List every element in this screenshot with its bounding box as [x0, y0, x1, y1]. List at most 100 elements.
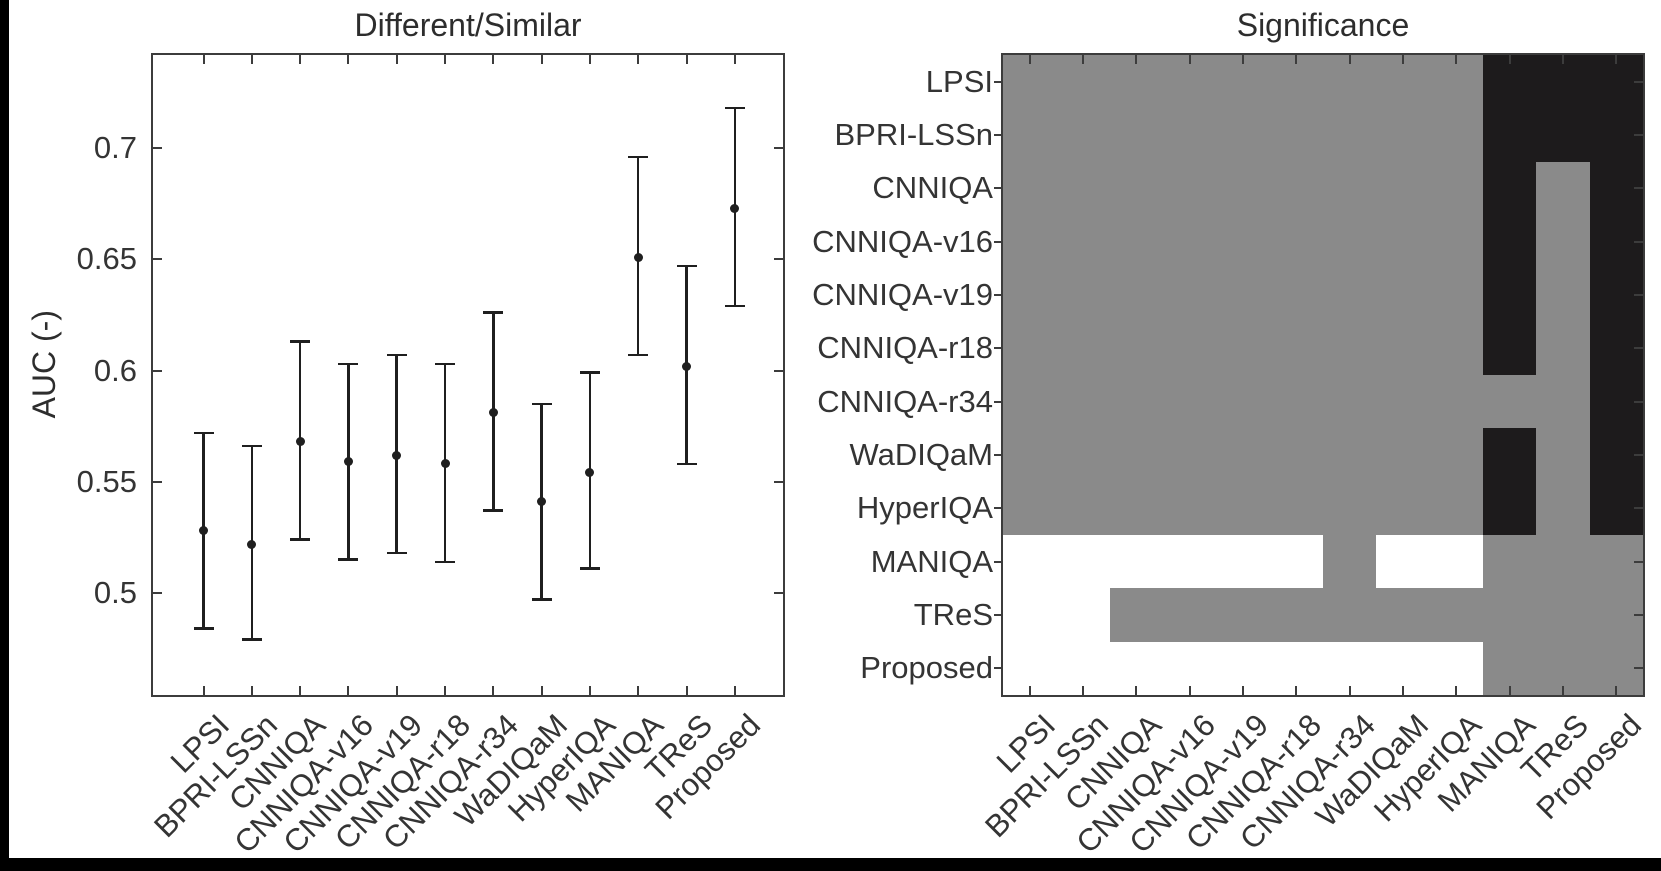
heatmap-cell — [1216, 161, 1271, 216]
data-point-marker — [730, 203, 740, 213]
heatmap-cell — [1109, 161, 1164, 216]
data-point-marker — [633, 252, 643, 262]
x-tick — [299, 686, 302, 695]
x-tick — [637, 55, 640, 64]
heatmap-row-tick — [994, 667, 1003, 670]
heatmap-row-label: MANIQA — [870, 543, 993, 579]
error-bar-cap-bottom — [676, 462, 697, 466]
y-tick-label: 0.7 — [93, 130, 137, 165]
y-tick — [774, 592, 783, 594]
heatmap-cell — [1269, 588, 1324, 643]
heatmap-cell — [1003, 535, 1058, 590]
heatmap-cell — [1483, 481, 1538, 536]
heatmap-cell — [1429, 161, 1484, 216]
x-tick — [637, 686, 640, 695]
heatmap-cell — [1269, 375, 1324, 430]
heatmap-cell — [1429, 215, 1484, 270]
data-point-marker — [682, 361, 691, 371]
data-point-marker — [295, 437, 305, 447]
y-tick-label: 0.5 — [93, 575, 137, 610]
error-bar-cap-bottom — [435, 560, 455, 564]
x-tick — [347, 55, 350, 64]
heatmap-cell — [1269, 428, 1324, 483]
heatmap-row-label: CNNIQA — [872, 170, 993, 206]
heatmap-cell — [1216, 108, 1271, 163]
data-point-marker — [392, 450, 402, 460]
heatmap-cell — [1056, 108, 1111, 163]
heatmap-cell — [1003, 215, 1058, 270]
x-tick — [733, 55, 736, 64]
heatmap-col-tick — [1135, 686, 1138, 695]
heatmap-cell — [1483, 321, 1538, 376]
heatmap-cell — [1163, 481, 1218, 536]
heatmap-col-tick — [1188, 686, 1191, 695]
data-point-marker — [343, 457, 353, 467]
heatmap-cell — [1003, 428, 1058, 483]
data-point-marker — [585, 468, 595, 478]
y-tick — [153, 258, 162, 261]
heatmap-cell — [1483, 161, 1538, 216]
heatmap-cell — [1323, 481, 1378, 536]
heatmap-cell — [1323, 428, 1378, 483]
heatmap-col-tick — [1135, 55, 1138, 64]
heatmap-cell — [1163, 108, 1218, 163]
heatmap-cell — [1216, 375, 1271, 430]
heatmap-row-label: CNNIQA-v16 — [812, 223, 993, 259]
heatmap-cell — [1483, 428, 1538, 483]
y-tick-label: 0.65 — [76, 241, 137, 277]
heatmap-col-tick — [1028, 686, 1031, 695]
heatmap-cell — [1376, 428, 1431, 483]
heatmap-col-tick — [1615, 55, 1618, 64]
x-tick — [202, 686, 205, 695]
heatmap-cell — [1109, 588, 1164, 643]
heatmap-cell — [1429, 481, 1484, 536]
error-bar-cap-top — [628, 155, 649, 159]
heatmap-cell — [1109, 55, 1164, 110]
heatmap-cell — [1376, 481, 1431, 536]
heatmap-cell — [1323, 535, 1378, 590]
heatmap-cell — [1216, 481, 1271, 536]
heatmap-row-label: BPRI-LSSn — [834, 117, 993, 152]
heatmap-cell — [1056, 321, 1111, 376]
x-tick — [395, 55, 398, 64]
heatmap-row-tick — [994, 294, 1003, 296]
y-tick — [774, 147, 783, 149]
x-tick — [733, 686, 736, 695]
error-bar-cap-bottom — [386, 551, 407, 555]
heatmap-row-tick — [994, 134, 1003, 136]
heatmap-cell — [1483, 55, 1538, 110]
error-bar-cap-top — [483, 311, 504, 314]
heatmap-cell — [1536, 161, 1591, 216]
heatmap-cell — [1056, 215, 1111, 270]
heatmap-cell — [1056, 268, 1111, 323]
heatmap-cell — [1163, 215, 1218, 270]
heatmap-cell — [1429, 321, 1484, 376]
x-tick — [395, 686, 398, 695]
heatmap-cell — [1536, 428, 1591, 483]
heatmap-col-tick — [1348, 686, 1351, 695]
heatmap-cell — [1323, 268, 1378, 323]
heatmap-col-tick — [1082, 686, 1084, 695]
heatmap-col-tick — [1455, 686, 1458, 695]
y-tick-label: 0.55 — [76, 463, 137, 499]
heatmap-cell — [1216, 588, 1271, 643]
heatmap-chart-title: Significance — [1236, 7, 1410, 43]
heatmap-cell — [1163, 428, 1218, 483]
heatmap-row-tick — [1634, 507, 1643, 510]
error-bar-cap-bottom — [193, 627, 214, 630]
x-tick — [685, 55, 688, 64]
heatmap-col-tick — [1562, 686, 1564, 695]
heatmap-cell — [1376, 161, 1431, 216]
heatmap-cell — [1216, 55, 1271, 110]
heatmap-row-label: LPSI — [925, 63, 993, 99]
heatmap-cell — [1429, 108, 1484, 163]
heatmap-row-tick — [1634, 240, 1643, 243]
heatmap-cell — [1429, 428, 1484, 483]
error-bar-cap-top — [531, 402, 552, 406]
heatmap-cell — [1003, 321, 1058, 376]
heatmap-row-tick — [994, 507, 1003, 510]
heatmap-cell — [1376, 535, 1431, 590]
heatmap-row-tick — [1634, 80, 1643, 83]
heatmap-cell — [1109, 428, 1164, 483]
